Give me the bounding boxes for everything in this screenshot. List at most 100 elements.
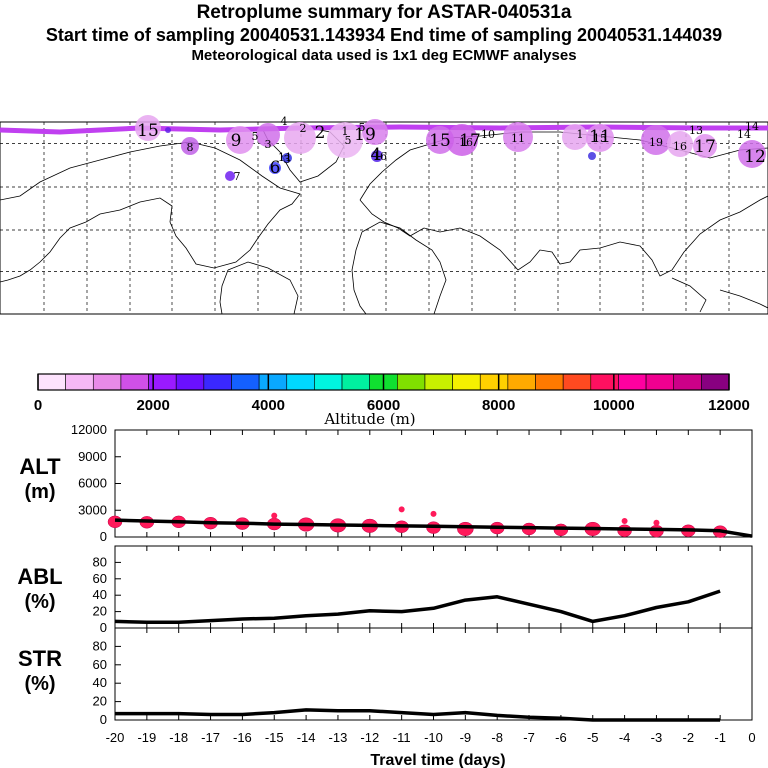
colorbar-cell — [231, 373, 260, 391]
plume-label: 9 — [231, 131, 242, 151]
eurasia-south-coast — [359, 195, 768, 277]
colorbar-cell — [479, 373, 509, 391]
map-gridlines — [0, 122, 768, 314]
x-tick-label: 0 — [748, 730, 755, 745]
colorbar-tick-label: 6000 — [367, 397, 400, 414]
panel-unit-label: (%) — [24, 673, 55, 695]
colorbar-cell — [314, 373, 343, 391]
plume-label: 7 — [234, 170, 241, 183]
colorbar-cell — [507, 373, 536, 391]
y-tick-label: 12000 — [71, 422, 107, 437]
colorbar-cell — [618, 373, 647, 391]
plume-label: 17 — [694, 137, 716, 157]
particle-outlier — [430, 510, 437, 517]
colorbar-cell — [562, 373, 592, 391]
y-tick-label: 20 — [93, 694, 107, 709]
y-tick-label: 80 — [93, 554, 107, 569]
plume-label: 1 — [342, 125, 349, 138]
plume-label: 8 — [187, 141, 194, 154]
plume-label: 3 — [284, 153, 291, 166]
colorbar-tick-label: 2000 — [136, 397, 169, 414]
plume-label: 19 — [354, 125, 376, 145]
australasia-coast — [671, 277, 768, 313]
colorbar-cell — [37, 373, 66, 391]
altitude-colorbar: 0 2000 4000 6000 8000 10000 12000 Altitude (m) — [34, 373, 750, 428]
series-line-abl — [114, 589, 721, 625]
plume-label: 4 — [281, 115, 288, 128]
colorbar-cell — [535, 373, 564, 391]
x-tick-label: -11 — [393, 730, 411, 745]
plume-label: 11 — [278, 151, 292, 164]
plume-label: 14 — [737, 128, 751, 141]
colorbar-cell — [65, 373, 94, 391]
plume-cluster — [562, 124, 588, 150]
plume-label: 16 — [459, 136, 473, 149]
plume-cluster — [269, 162, 281, 174]
colorbar-cell — [397, 373, 426, 391]
colorbar-cell — [92, 373, 122, 391]
plume-label: 13 — [689, 124, 703, 137]
africa-coast — [351, 221, 447, 315]
plume-label: 16 — [373, 150, 387, 163]
plume-cluster — [181, 137, 199, 155]
plume-label: 5 — [345, 134, 352, 147]
colorbar-cell — [341, 373, 370, 391]
plume-cluster — [135, 115, 161, 141]
colorbar-cell — [175, 373, 205, 391]
plume-cluster — [362, 119, 388, 145]
plume-cluster — [225, 171, 235, 181]
y-tick-label: 40 — [93, 587, 107, 602]
plume-cluster — [282, 153, 292, 163]
plume-label: 5 — [359, 121, 366, 134]
panel-label: ABL — [17, 564, 62, 589]
plume-label: 19 — [649, 136, 663, 149]
plume-label: 15 — [137, 121, 159, 141]
eurasia-north-coast — [359, 131, 768, 201]
plume-label: 14 — [745, 120, 759, 133]
panel-unit-label: (%) — [24, 591, 55, 613]
y-tick-label: 60 — [93, 571, 107, 586]
particle-cluster — [457, 521, 474, 537]
plume-label: 10 — [481, 128, 495, 141]
x-tick-label: -3 — [651, 730, 663, 745]
plume-cluster — [503, 122, 533, 152]
colorbar-cell — [286, 373, 315, 391]
plume-label: 15 — [593, 132, 607, 145]
plume-cluster — [426, 126, 454, 154]
plume-cluster — [588, 152, 596, 160]
colorbar-cell — [424, 373, 453, 391]
panel-label: ALT — [19, 454, 61, 479]
chart-title: Retroplume summary for ASTAR-040531a — [196, 2, 572, 23]
x-tick-label: -10 — [424, 730, 443, 745]
north-america-coast — [0, 141, 301, 283]
panel-frame — [114, 545, 753, 629]
colorbar-title: Altitude (m) — [323, 410, 415, 428]
x-tick-label: -2 — [683, 730, 695, 745]
plume-label: 16 — [673, 140, 687, 153]
y-tick-label: 20 — [93, 604, 107, 619]
colorbar-cell — [452, 373, 481, 391]
y-tick-label: 3000 — [78, 502, 107, 517]
plume-label: 15 — [429, 131, 451, 151]
x-tick-label: -7 — [523, 730, 535, 745]
plume-cluster — [256, 123, 280, 147]
met-data-note: Meteorological data used is 1x1 deg ECMW… — [191, 47, 577, 64]
series-line-altitude — [114, 518, 753, 538]
plume-label: 11 — [589, 127, 611, 147]
sampling-time: Start time of sampling 20040531.143934 E… — [45, 25, 723, 45]
x-tick-label: -4 — [619, 730, 631, 745]
series-line-str — [115, 708, 721, 722]
particle-outlier — [653, 519, 660, 526]
colorbar-ticks: 0 2000 4000 6000 8000 10000 12000 — [34, 374, 750, 414]
colorbar-cells — [37, 373, 730, 391]
particle-outlier — [621, 517, 628, 524]
plume-cluster — [327, 122, 363, 158]
y-tick-label: 80 — [93, 638, 107, 653]
x-tick-label: -13 — [329, 730, 348, 745]
y-tick-label: 40 — [93, 675, 107, 690]
x-tick-label: -6 — [555, 730, 567, 745]
colorbar-cell — [258, 373, 288, 391]
